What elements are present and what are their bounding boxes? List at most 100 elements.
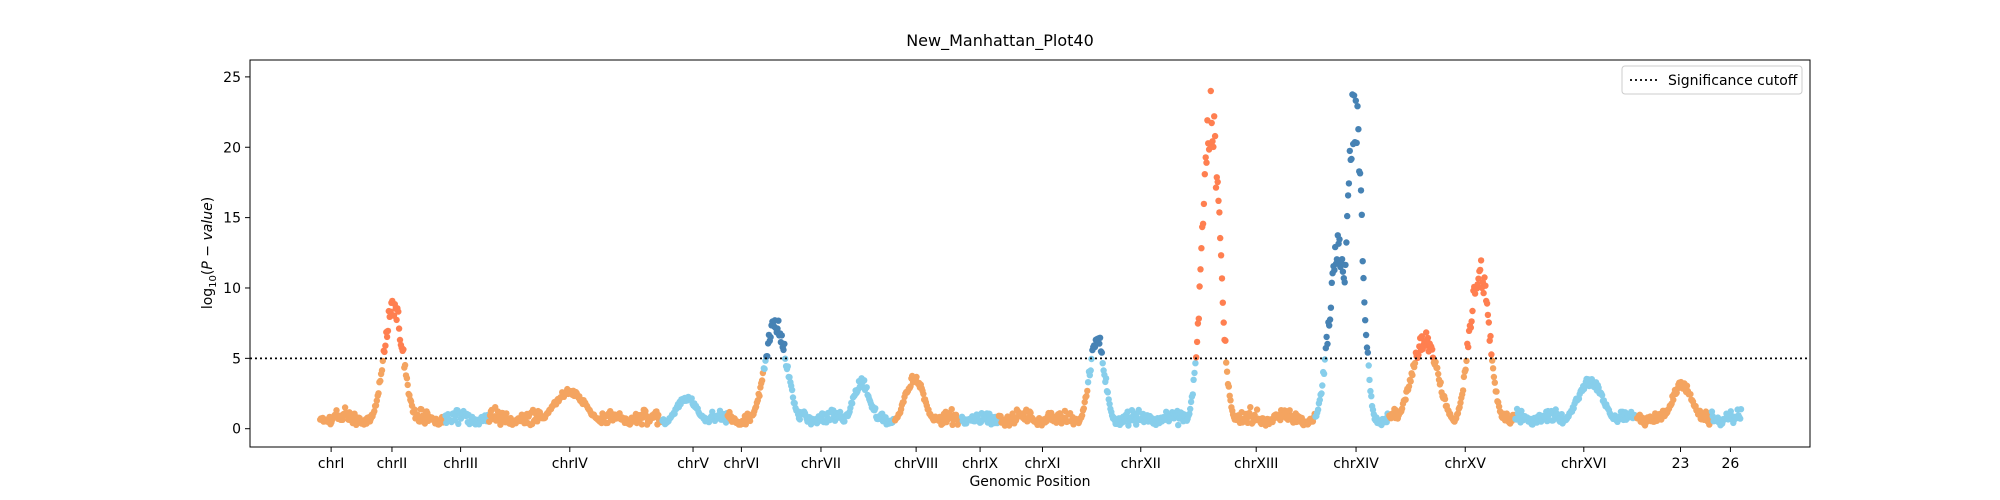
x-tick-label: chrIII <box>443 456 478 472</box>
snp-point <box>1441 395 1449 403</box>
snp-point <box>791 399 798 407</box>
snp-point <box>1214 178 1221 186</box>
snp-point <box>1201 171 1209 178</box>
x-tick-label: chrXIII <box>1234 456 1278 472</box>
snp-point <box>1133 421 1140 428</box>
snp-point <box>1363 344 1371 351</box>
snp-point <box>1227 397 1234 404</box>
snp-point <box>1319 382 1326 389</box>
chart-title: New_Manhattan_Plot40 <box>906 31 1094 51</box>
snp-point <box>1104 389 1112 396</box>
snp-point <box>1207 87 1215 95</box>
snp-point <box>1337 263 1344 271</box>
snp-point <box>1362 317 1369 324</box>
snp-point <box>1489 365 1497 372</box>
snp-point <box>1211 113 1218 120</box>
snp-point <box>841 418 848 425</box>
snp-point <box>1323 333 1330 341</box>
snp-point <box>339 416 346 423</box>
snp-point <box>1358 211 1366 218</box>
snp-point <box>1437 379 1444 386</box>
snp-point <box>1195 315 1203 322</box>
snp-point <box>371 408 378 415</box>
snp-point <box>1099 360 1106 367</box>
snp-point <box>1222 337 1229 344</box>
snp-point <box>1200 200 1208 208</box>
x-tick-label: chrVIII <box>894 456 938 472</box>
snp-point <box>1457 399 1464 406</box>
snp-point <box>1338 256 1346 263</box>
snp-point <box>1488 351 1495 358</box>
snp-point <box>1336 236 1343 243</box>
snp-point <box>655 411 662 419</box>
snp-point <box>1326 322 1333 329</box>
snp-point <box>1196 283 1203 290</box>
snp-point <box>1490 373 1498 381</box>
snp-point <box>1485 319 1493 326</box>
snp-point <box>1328 279 1336 286</box>
snp-point <box>378 367 386 374</box>
snp-point <box>1362 331 1370 339</box>
snp-point <box>1208 119 1215 127</box>
snp-point <box>1423 329 1430 336</box>
snp-point <box>1469 307 1476 315</box>
snp-point <box>393 316 400 324</box>
snp-point <box>1102 375 1110 382</box>
snp-point <box>395 325 403 332</box>
x-tick-label: 23 <box>1672 456 1690 472</box>
legend: Significance cutoff <box>1621 65 1803 95</box>
snp-point <box>913 373 920 381</box>
snp-point <box>1314 406 1322 413</box>
snp-point <box>1415 351 1422 359</box>
snp-point <box>1321 356 1329 363</box>
snp-point <box>781 340 788 348</box>
snp-point <box>395 308 402 315</box>
plot-frame <box>249 59 1811 448</box>
snp-point <box>1424 334 1432 342</box>
snp-point <box>375 390 382 397</box>
snp-point <box>1324 340 1331 348</box>
snp-point <box>767 333 774 341</box>
snp-point <box>1225 383 1233 390</box>
snp-point <box>1080 405 1088 412</box>
snp-point <box>1084 379 1092 386</box>
snp-point <box>1247 404 1254 411</box>
snp-point <box>1465 343 1472 351</box>
snp-point <box>1098 349 1106 356</box>
snp-point <box>1407 378 1414 385</box>
snp-point <box>1359 258 1366 265</box>
snp-point <box>1361 299 1368 306</box>
x-axis: chrI chrII chrIII chrIV chrV chrVI chrVII chrVI… <box>318 447 1739 472</box>
snp-point <box>1491 379 1499 386</box>
snp-point <box>1475 275 1482 282</box>
snp-point <box>1219 299 1227 306</box>
snp-point <box>1411 359 1419 367</box>
snp-point <box>1459 387 1467 394</box>
snp-point <box>872 405 879 412</box>
snp-point <box>1348 155 1355 163</box>
snp-point <box>1484 311 1492 319</box>
snp-point <box>949 421 956 428</box>
snp-point <box>758 377 766 384</box>
snp-point <box>1355 126 1362 133</box>
snp-point <box>722 419 730 426</box>
snp-point <box>1683 382 1691 389</box>
snp-point <box>1211 132 1219 140</box>
x-tick-label: chrXIV <box>1333 456 1379 472</box>
snp-point <box>882 414 889 421</box>
snp-point <box>1175 421 1182 429</box>
snp-point <box>1187 398 1195 406</box>
snp-point <box>1194 320 1202 327</box>
snp-point <box>1006 422 1013 429</box>
snp-point <box>1203 159 1210 166</box>
snp-point <box>1467 324 1475 331</box>
snp-point <box>1218 275 1226 282</box>
snp-point <box>1344 212 1351 220</box>
snp-point <box>788 386 796 394</box>
snp-point <box>372 402 380 409</box>
snp-point <box>1483 300 1491 307</box>
snp-point <box>1083 392 1090 400</box>
snp-point <box>786 374 793 381</box>
snp-point <box>1463 357 1470 365</box>
snp-point <box>1187 405 1194 413</box>
